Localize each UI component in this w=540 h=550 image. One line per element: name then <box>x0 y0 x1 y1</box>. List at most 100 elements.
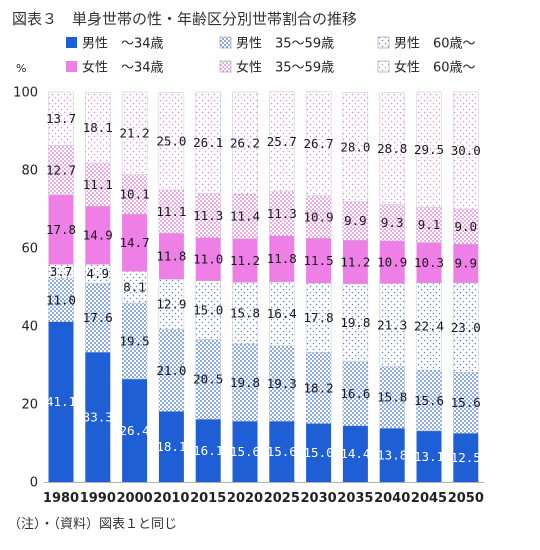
data-label: 33.3 <box>83 409 113 424</box>
data-label: 15.8 <box>230 305 260 320</box>
bar-segment <box>342 425 368 482</box>
bar-segment <box>269 235 295 282</box>
y-tick-label: 40 <box>21 320 38 335</box>
bar-segment <box>232 343 258 422</box>
data-label: 11.2 <box>230 253 260 268</box>
data-label: 29.5 <box>414 142 444 157</box>
x-tick-label: 2015 <box>190 491 226 506</box>
bar-segment <box>232 238 258 283</box>
data-label: 15.6 <box>414 393 444 408</box>
data-label: 12.5 <box>451 450 481 465</box>
data-label: 15.8 <box>377 390 407 405</box>
bar-segment <box>195 193 221 239</box>
bar-segment <box>195 91 221 194</box>
y-axis-unit: % <box>16 62 26 75</box>
data-label: 14.9 <box>83 228 113 243</box>
data-label: 21.0 <box>156 363 186 378</box>
data-label: 11.2 <box>340 254 370 269</box>
bar-segment <box>379 92 405 205</box>
bar-segment <box>453 208 479 245</box>
data-label: 13.7 <box>46 111 76 126</box>
x-tick-label: 2050 <box>448 491 484 506</box>
bar-segment <box>232 421 258 482</box>
data-label: 17.8 <box>304 310 334 325</box>
bar-segment <box>48 91 74 146</box>
legend-label: 男性 ～34歳 <box>82 37 164 52</box>
bar-segment <box>453 244 479 283</box>
data-label: 41.1 <box>46 394 76 409</box>
bar-segment <box>269 191 295 237</box>
x-axis: 1980 1990 2000 2010 2015 2020 2025 2030 2035 2040… <box>43 482 485 506</box>
y-tick-label: 0 <box>30 476 38 491</box>
bar-segment <box>48 278 74 322</box>
data-label: 19.8 <box>230 375 260 390</box>
data-label: 11.8 <box>267 251 297 266</box>
data-label: 15.6 <box>267 444 297 459</box>
bar-segment <box>416 282 442 371</box>
legend-label: 女性 60歳～ <box>394 60 476 76</box>
bar-segment <box>121 91 148 175</box>
data-label: 19.8 <box>340 315 370 330</box>
bar-group: 41.1 11.0 3.7 17.8 12.7 13.7 <box>46 91 76 482</box>
data-label: 10.3 <box>414 255 444 270</box>
data-label: 26.1 <box>193 135 223 150</box>
bar-segment <box>158 189 185 234</box>
bar-segment <box>195 339 221 420</box>
bar-segment <box>269 421 295 482</box>
legend-item: 男性 ～34歳 <box>66 37 164 52</box>
data-label: 10.9 <box>304 209 334 224</box>
bar-segment <box>342 240 368 284</box>
data-label: 9.1 <box>418 217 441 232</box>
y-tick-label: 20 <box>21 398 38 413</box>
data-label: 26.7 <box>304 136 334 151</box>
bar-segment <box>158 411 184 482</box>
x-tick-label: 2025 <box>264 491 300 506</box>
data-label: 28.8 <box>377 141 407 156</box>
bar-segment <box>232 91 258 195</box>
data-label: 11.1 <box>83 177 113 192</box>
data-label: 4.9 <box>87 266 110 281</box>
x-tick-label: 2030 <box>301 491 337 506</box>
bar-segment <box>269 91 295 193</box>
bar-segment <box>48 321 74 482</box>
x-tick-label: 1980 <box>43 491 79 506</box>
data-label: 8.1 <box>123 279 146 294</box>
legend-item: 女性 35～59歳 <box>219 60 334 76</box>
data-label: 20.5 <box>193 372 223 387</box>
bar-segment <box>158 92 185 191</box>
bar-segment <box>121 174 148 215</box>
bar-segment <box>453 433 479 482</box>
bar-segment <box>269 345 295 422</box>
data-label: 16.1 <box>193 443 223 458</box>
data-label: 10.9 <box>377 255 407 270</box>
data-label: 26.2 <box>230 135 260 150</box>
bar-segment <box>121 302 148 380</box>
data-label: 3.7 <box>50 264 73 279</box>
data-label: 12.9 <box>156 297 186 312</box>
data-label: 15.6 <box>451 395 481 410</box>
x-tick-label: 2000 <box>117 491 153 506</box>
legend-label: 男性 60歳～ <box>394 37 476 52</box>
x-tick-label: 2010 <box>153 491 189 506</box>
data-label: 18.2 <box>304 380 334 395</box>
bar-group: 15.6 19.3 16.4 11.8 11.3 25.7 <box>267 91 297 482</box>
y-axis: 0 20 40 60 80 100 <box>13 86 38 491</box>
bar-segment <box>158 279 185 330</box>
data-label: 16.4 <box>267 306 297 321</box>
bar-segment <box>85 92 111 164</box>
bar-segment <box>379 283 405 367</box>
legend-label: 女性 35～59歳 <box>236 60 334 76</box>
bar-group: 14.4 16.6 19.8 11.2 9.9 28.0 <box>340 92 370 482</box>
bar-group: 16.1 20.5 15.0 11.0 11.3 26.1 <box>193 91 223 482</box>
bar-segment <box>453 91 479 210</box>
data-label: 11.0 <box>46 293 76 308</box>
bar-segment <box>416 369 442 432</box>
data-label: 18.1 <box>156 439 186 454</box>
bar-group: 12.5 15.6 23.0 9.9 9.0 30.0 <box>451 91 481 482</box>
data-label: 21.2 <box>120 126 150 141</box>
data-label: 9.9 <box>455 256 478 271</box>
data-label: 18.1 <box>83 120 113 135</box>
data-label: 15.0 <box>304 445 334 460</box>
